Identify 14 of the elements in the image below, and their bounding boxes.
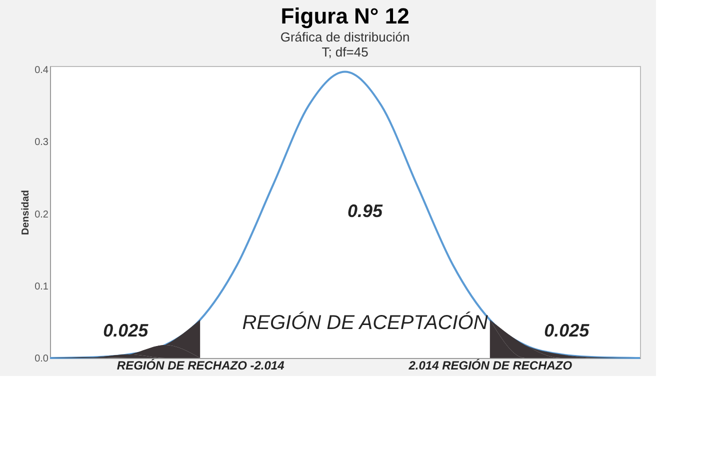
annotation: 0.025	[544, 320, 590, 341]
annotation: 0.95	[347, 201, 384, 221]
y-tick-label: 0.3	[34, 137, 49, 148]
chart-subtitle: Gráfica de distribución T; df=45	[280, 30, 410, 60]
chart-title: Figura N° 12	[280, 4, 410, 29]
x-tick-label: REGIÓN DE RECHAZO -2.014	[116, 358, 285, 372]
y-tick-label: 0.4	[34, 65, 49, 76]
y-tick-label: 0.2	[34, 209, 49, 220]
y-tick-label: 0.1	[34, 281, 49, 292]
annotation: 0.025	[103, 320, 150, 341]
annotation: REGIÓN DE ACEPTACIÓN	[242, 310, 488, 334]
y-axis-title: Densidad	[20, 190, 32, 236]
x-tick-label: 2.014 REGIÓN DE RECHAZO	[408, 358, 573, 372]
y-tick-label: 0.0	[34, 354, 49, 364]
